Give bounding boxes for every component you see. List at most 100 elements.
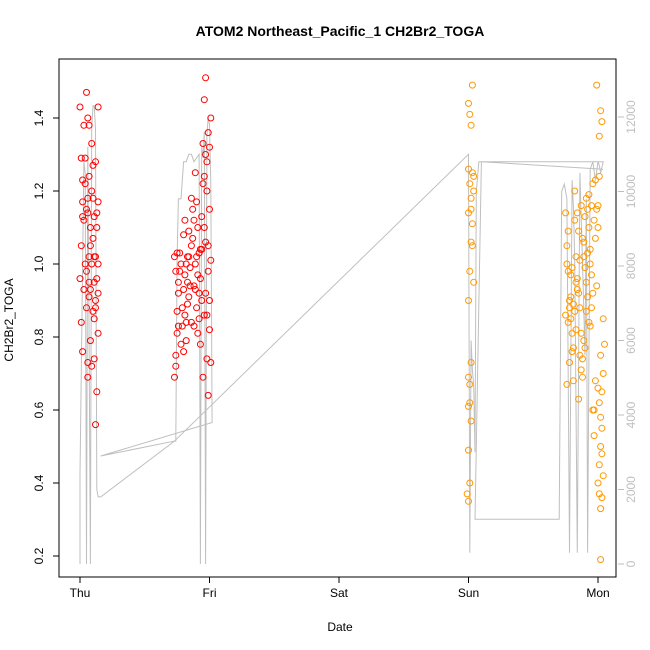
data-point xyxy=(84,194,92,202)
data-point xyxy=(567,271,575,279)
y-tick-label: 1.4 xyxy=(32,109,46,126)
data-point xyxy=(577,329,585,337)
data-point xyxy=(466,479,474,487)
data-point xyxy=(94,289,102,297)
data-point xyxy=(173,329,181,337)
data-point xyxy=(88,187,96,195)
data-point xyxy=(202,151,210,158)
x-tick-label: Thu xyxy=(70,586,91,600)
data-point xyxy=(573,286,581,293)
data-point xyxy=(207,359,215,366)
data-point xyxy=(568,264,576,272)
data-point xyxy=(567,293,575,301)
data-point xyxy=(466,180,474,188)
data-point xyxy=(181,271,189,279)
data-point xyxy=(595,132,603,140)
x-tick-label: Fri xyxy=(203,586,217,600)
data-point xyxy=(202,74,210,82)
data-point xyxy=(467,238,475,246)
data-point xyxy=(199,180,207,188)
data-point xyxy=(94,329,102,337)
data-point xyxy=(185,293,193,301)
data-point xyxy=(85,121,93,129)
data-point xyxy=(177,260,185,268)
data-point xyxy=(195,249,203,257)
data-point xyxy=(598,424,606,432)
y2-tick-label: 12000 xyxy=(624,100,638,134)
data-point xyxy=(200,96,208,104)
data-point xyxy=(590,216,598,224)
data-point xyxy=(90,355,98,363)
data-point xyxy=(576,256,584,264)
data-point xyxy=(172,362,180,370)
data-point xyxy=(187,194,195,202)
data-point xyxy=(203,311,211,319)
data-point xyxy=(588,271,595,279)
data-point xyxy=(465,497,472,505)
data-point xyxy=(467,121,475,129)
data-point xyxy=(93,275,101,283)
data-point xyxy=(83,267,90,275)
data-point xyxy=(86,337,94,345)
data-point xyxy=(465,446,472,454)
data-point xyxy=(89,194,97,202)
data-point xyxy=(76,103,84,111)
data-point xyxy=(182,318,190,326)
data-point xyxy=(195,315,203,323)
data-point xyxy=(579,373,586,381)
data-point xyxy=(470,172,478,180)
data-point xyxy=(466,110,474,118)
data-point xyxy=(176,249,184,257)
data-point xyxy=(85,172,93,180)
data-point xyxy=(564,318,572,326)
data-point xyxy=(571,216,579,224)
data-point xyxy=(93,209,101,217)
data-point xyxy=(204,242,212,250)
data-point xyxy=(206,205,213,213)
data-point xyxy=(178,304,186,312)
data-point xyxy=(174,322,182,330)
data-point xyxy=(465,402,472,410)
data-point xyxy=(563,380,571,388)
data-point xyxy=(94,103,102,111)
data-point xyxy=(198,213,206,221)
data-point xyxy=(581,213,589,221)
data-point xyxy=(182,337,190,345)
data-point xyxy=(184,278,191,286)
data-point xyxy=(189,205,197,213)
data-point xyxy=(207,256,215,264)
data-point xyxy=(80,216,88,224)
data-point xyxy=(584,205,592,213)
data-point xyxy=(84,114,92,122)
data-point xyxy=(85,278,93,286)
y2-tick-label: 10000 xyxy=(624,174,638,208)
data-point xyxy=(83,88,90,96)
data-point xyxy=(467,205,475,213)
data-point xyxy=(200,172,208,180)
data-point xyxy=(171,373,178,381)
y-tick-label: 1.2 xyxy=(32,182,46,199)
data-point xyxy=(580,253,588,261)
data-point xyxy=(585,318,593,326)
data-point xyxy=(86,242,94,250)
data-point xyxy=(569,344,577,352)
data-point xyxy=(193,198,201,206)
data-point xyxy=(194,271,202,279)
data-point xyxy=(89,234,97,242)
data-point xyxy=(571,187,579,195)
data-point xyxy=(207,114,215,122)
data-point xyxy=(573,209,581,217)
data-point xyxy=(568,329,576,337)
data-point xyxy=(586,322,594,330)
data-point xyxy=(467,194,475,202)
data-point xyxy=(585,224,593,231)
data-point xyxy=(77,242,85,250)
data-point xyxy=(204,391,212,399)
data-point xyxy=(598,118,606,126)
data-point xyxy=(597,505,605,513)
data-point xyxy=(206,143,213,151)
data-point xyxy=(176,267,184,275)
data-point xyxy=(180,348,188,356)
